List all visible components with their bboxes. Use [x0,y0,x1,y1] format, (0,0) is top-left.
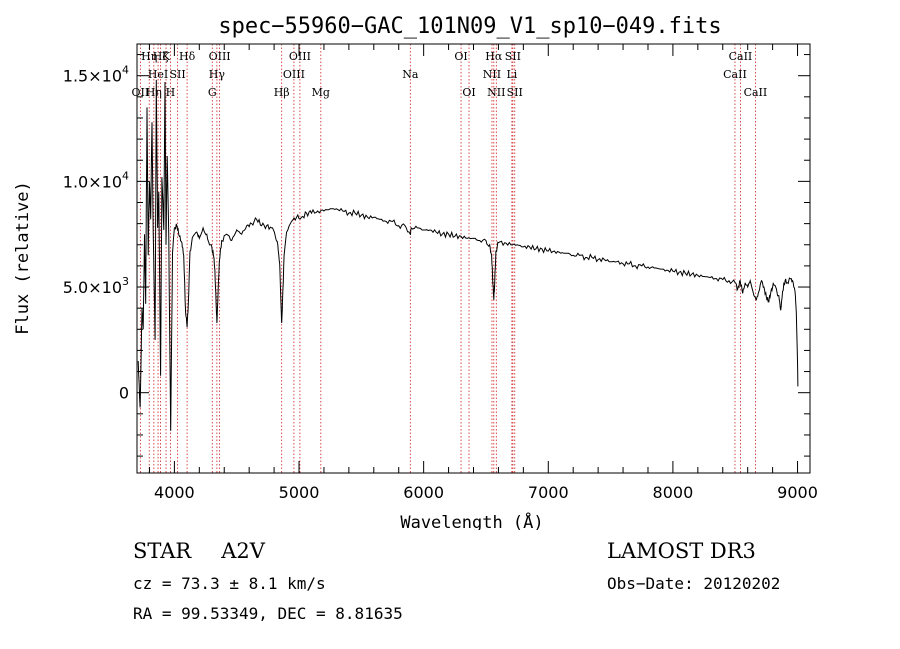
line-label-26: CaII [729,50,753,63]
line-label-12: Hβ [274,86,290,99]
line-label-8: Hδ [179,50,196,63]
line-label-22: Li [506,68,517,81]
spectrum-chart: OIIHηHηHeIHζKHSIIHδGHγOIIIHβOIIIOIIIMgNa… [13,14,818,530]
coordinates: RA = 99.53349, DEC = 8.81635 [133,604,403,623]
line-label-20: Hα [485,50,503,63]
line-labels: OIIHηHηHeIHζKHSIIHδGHγOIIIHβOIIIOIIIMgNa… [132,50,768,99]
object-subclass: A2V [221,539,265,563]
line-label-6: H [166,86,176,99]
line-label-13: OIII [283,68,305,81]
x-tick-label-5: 9000 [777,483,818,502]
x-tick-label-1: 5000 [279,483,320,502]
line-label-9: G [208,86,217,99]
line-label-10: Hγ [209,68,226,81]
obs-date: Obs−Date: 20120202 [607,574,781,593]
line-label-24: SII [507,86,523,99]
line-label-11: OIII [209,50,231,63]
line-label-23: SII [505,50,521,63]
survey-name: LAMOST DR3 [607,539,756,563]
line-label-0: OII [132,86,150,99]
line-label-1: Hη [141,50,157,63]
redshift-text: cz = 73.3 ± 8.1 km/s [133,574,326,593]
line-label-3: HeI [148,68,168,81]
x-tick-label-3: 7000 [528,483,569,502]
x-tick-label-2: 6000 [403,483,444,502]
axes: 4000 5000 6000 7000 8000 9000 0 5.0×103 1.0×104 1… [63,43,818,502]
line-label-16: Na [402,68,419,81]
plot-frame [136,43,811,474]
y-axis-label: Flux (relative) [13,181,33,335]
y-tick-label-3: 1.5×104 [63,64,129,86]
object-class-row: STAR A2V [133,539,265,563]
object-class: STAR [133,539,192,563]
line-label-21: NII [487,86,505,99]
x-tick-label-0: 4000 [154,483,195,502]
line-label-27: CaII [744,86,768,99]
line-label-7: SII [170,68,186,81]
line-label-15: Mg [312,86,330,99]
x-tick-label-4: 8000 [653,483,694,502]
chart-title: spec−55960−GAC_101N09_V1_sp10−049.fits [218,14,721,39]
line-markers [139,44,756,473]
line-label-25: CaII [723,68,747,81]
line-label-14: OIII [289,50,311,63]
line-label-2: Hη [146,86,162,99]
line-label-17: OI [454,50,467,63]
y-tick-label-0: 0 [119,384,129,403]
line-label-18: OI [462,86,475,99]
x-axis-label: Wavelength (Å) [400,511,543,530]
line-label-5: K [162,50,171,63]
y-tick-label-2: 1.0×104 [63,169,129,191]
line-label-19: NII [483,68,501,81]
y-tick-label-1: 5.0×103 [63,275,129,297]
spectrum-line [137,79,799,431]
line-label-4: Hζ [153,50,169,63]
